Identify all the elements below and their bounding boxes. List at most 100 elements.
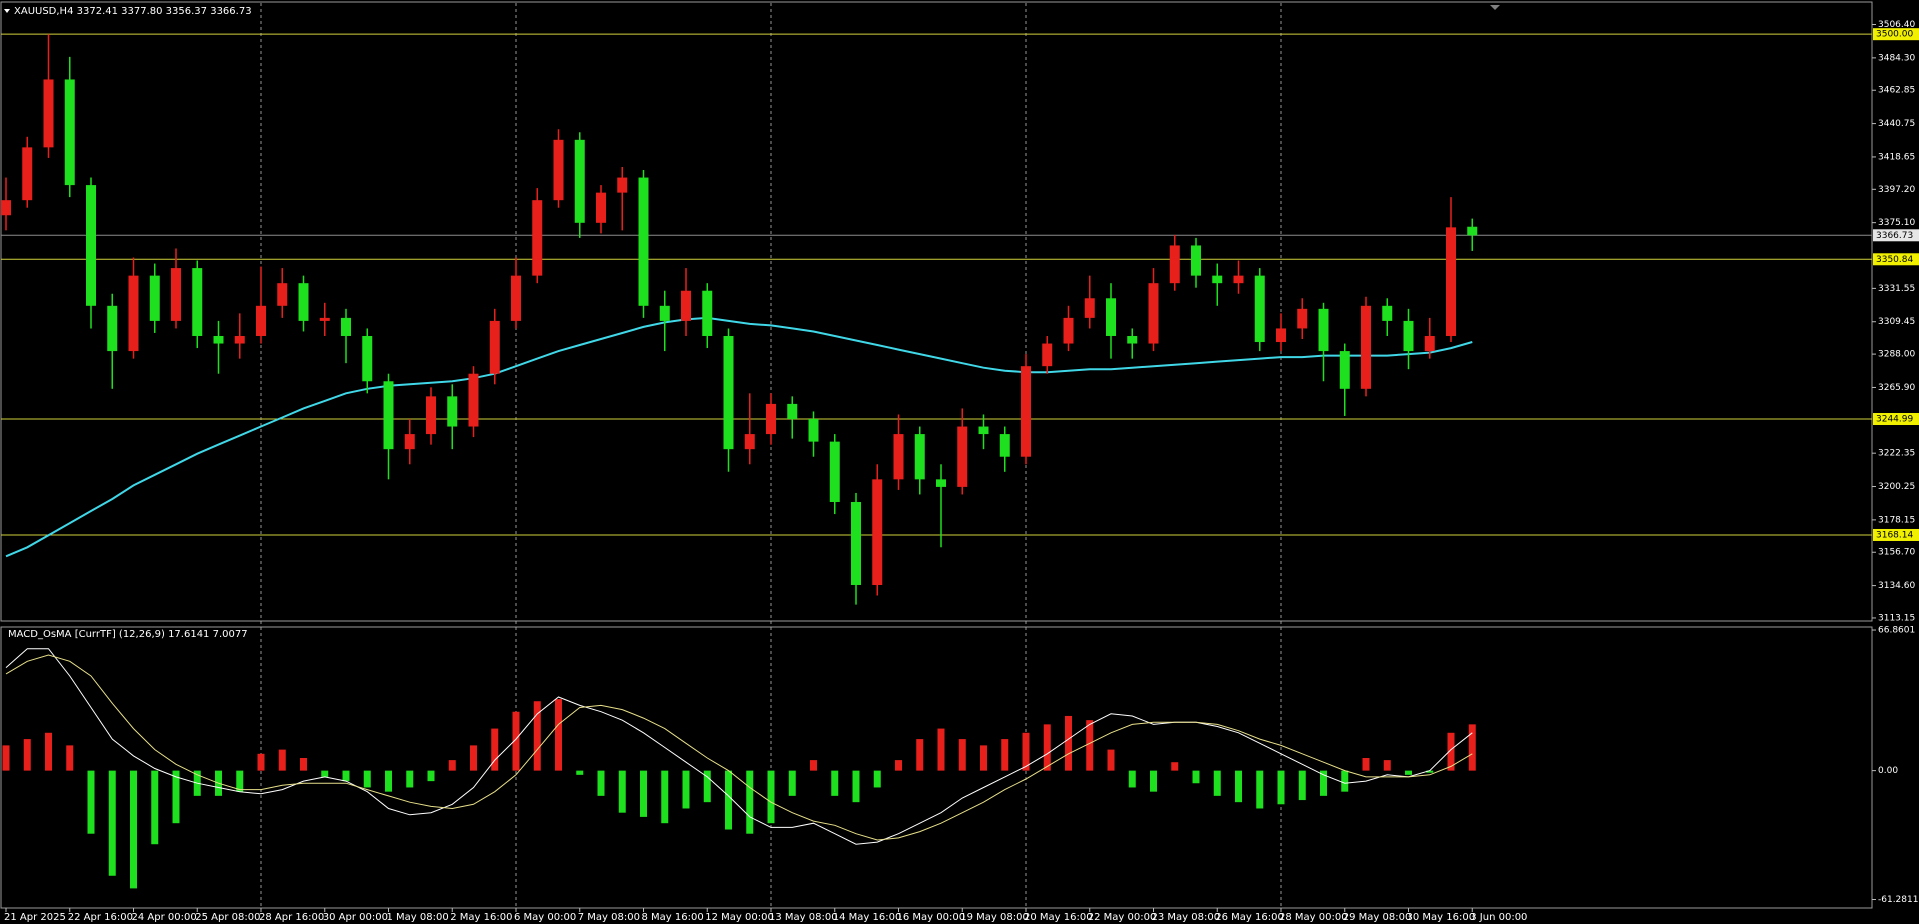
candle-body <box>1233 275 1244 284</box>
x-tick-label: 28 Apr 16:00 <box>259 912 324 923</box>
x-tick-label: 8 May 16:00 <box>642 912 704 923</box>
candle-body <box>978 426 989 435</box>
candle-body <box>362 335 373 382</box>
y-tick-label: 3440.75 <box>1878 119 1915 129</box>
candle-body <box>1191 245 1201 276</box>
histogram-bar <box>1001 739 1009 771</box>
histogram-bar <box>491 728 499 771</box>
candle-body <box>829 441 840 502</box>
level-label-box <box>1873 413 1919 426</box>
y-tick-label: 3288.00 <box>1878 350 1915 360</box>
histogram-bar <box>980 745 987 771</box>
shift-marker <box>1490 5 1500 10</box>
x-tick-label: 19 May 08:00 <box>960 912 1029 923</box>
candle-body <box>1127 335 1138 344</box>
x-tick-label: 16 May 00:00 <box>897 912 966 923</box>
histogram-bar <box>1468 724 1476 771</box>
histogram-bar <box>1150 770 1157 792</box>
y-tick-label: 3178.15 <box>1878 515 1915 525</box>
y-tick-label: 0.00 <box>1878 766 1898 776</box>
candle-body <box>277 283 288 306</box>
histogram-bar <box>1086 720 1094 771</box>
level-label: 3500.00 <box>1876 30 1913 40</box>
candle-body <box>1424 335 1435 352</box>
candle-body <box>596 192 606 223</box>
y-tick-label: 3200.25 <box>1878 482 1915 492</box>
candle-body <box>383 381 394 450</box>
y-tick-label: 3156.70 <box>1878 548 1915 558</box>
x-tick-label: 7 May 08:00 <box>578 912 640 923</box>
histogram-bar <box>1447 732 1455 771</box>
candle-body <box>1 200 11 216</box>
histogram-bar <box>640 770 647 817</box>
candle-body <box>192 268 203 336</box>
candle-body <box>86 185 96 306</box>
candle-body <box>107 305 118 352</box>
histogram-bar <box>1383 760 1391 771</box>
y-tick-label: 3222.35 <box>1878 449 1915 459</box>
candle-body <box>936 479 946 487</box>
histogram-bar <box>363 770 371 788</box>
last-price-label: 3366.73 <box>1876 231 1913 241</box>
histogram-bar <box>1426 770 1434 773</box>
histogram-bar <box>342 770 350 782</box>
histogram-bar <box>788 770 796 796</box>
menu-arrow[interactable] <box>4 9 10 13</box>
histogram-bar <box>1320 770 1327 796</box>
chart-title: XAUUSD,H4 3372.41 3377.80 3356.37 3366.7… <box>14 6 252 17</box>
histogram-bar <box>746 770 754 834</box>
candle-body <box>1084 298 1095 318</box>
candle-body <box>341 317 351 336</box>
indicator-title: MACD_OsMA [CurrTF] (12,26,9) 17.6141 7.0… <box>8 629 248 640</box>
candle-body <box>1148 283 1159 344</box>
histogram-bar <box>108 770 116 876</box>
histogram-bar <box>725 770 732 830</box>
candle-body <box>319 317 330 321</box>
candle-body <box>1254 275 1265 343</box>
histogram-bar <box>661 770 669 824</box>
histogram-bar <box>555 699 562 771</box>
histogram-bar <box>1128 770 1136 788</box>
candle-body <box>1063 317 1074 344</box>
y-tick-label: 3309.45 <box>1878 317 1915 327</box>
last-price-box <box>1873 229 1919 242</box>
candle-body <box>532 200 543 276</box>
candle-body <box>234 335 245 344</box>
candle-body <box>808 418 819 442</box>
histogram-bar <box>66 745 74 771</box>
histogram-bar <box>682 770 690 809</box>
x-tick-label: 29 May 08:00 <box>1343 912 1412 923</box>
histogram-bar <box>1171 762 1179 771</box>
histogram-bar <box>1405 770 1412 775</box>
candle-body <box>128 275 139 352</box>
histogram-bar <box>23 739 31 771</box>
x-tick-label: 21 Apr 2025 <box>4 912 66 923</box>
candle-body <box>617 177 628 193</box>
x-tick-label: 26 May 16:00 <box>1215 912 1284 923</box>
y-tick-label: 3113.15 <box>1878 613 1915 623</box>
histogram-bar <box>1213 770 1221 796</box>
histogram-bar <box>958 739 966 771</box>
histogram-bar <box>151 770 159 845</box>
histogram-bar <box>1362 758 1370 771</box>
histogram-bar <box>1256 770 1264 809</box>
candle-body <box>511 275 521 321</box>
x-tick-label: 20 May 16:00 <box>1024 912 1093 923</box>
histogram-bar <box>1277 770 1285 805</box>
histogram-bar <box>87 770 95 834</box>
candle-body <box>1339 351 1350 389</box>
histogram-bar <box>703 770 711 803</box>
histogram-bar <box>470 745 477 771</box>
moving-average <box>5 316 1473 558</box>
histogram-bar <box>895 760 902 771</box>
histogram-bar <box>2 745 10 771</box>
candle-body <box>64 79 75 186</box>
histogram-bar <box>385 770 392 792</box>
level-label: 3350.84 <box>1876 255 1913 265</box>
histogram-bar <box>448 760 456 771</box>
level-label-box <box>1873 28 1919 41</box>
histogram-bar <box>512 711 520 771</box>
y-tick-label: -61.2811 <box>1878 895 1918 905</box>
candle-body <box>149 275 160 321</box>
